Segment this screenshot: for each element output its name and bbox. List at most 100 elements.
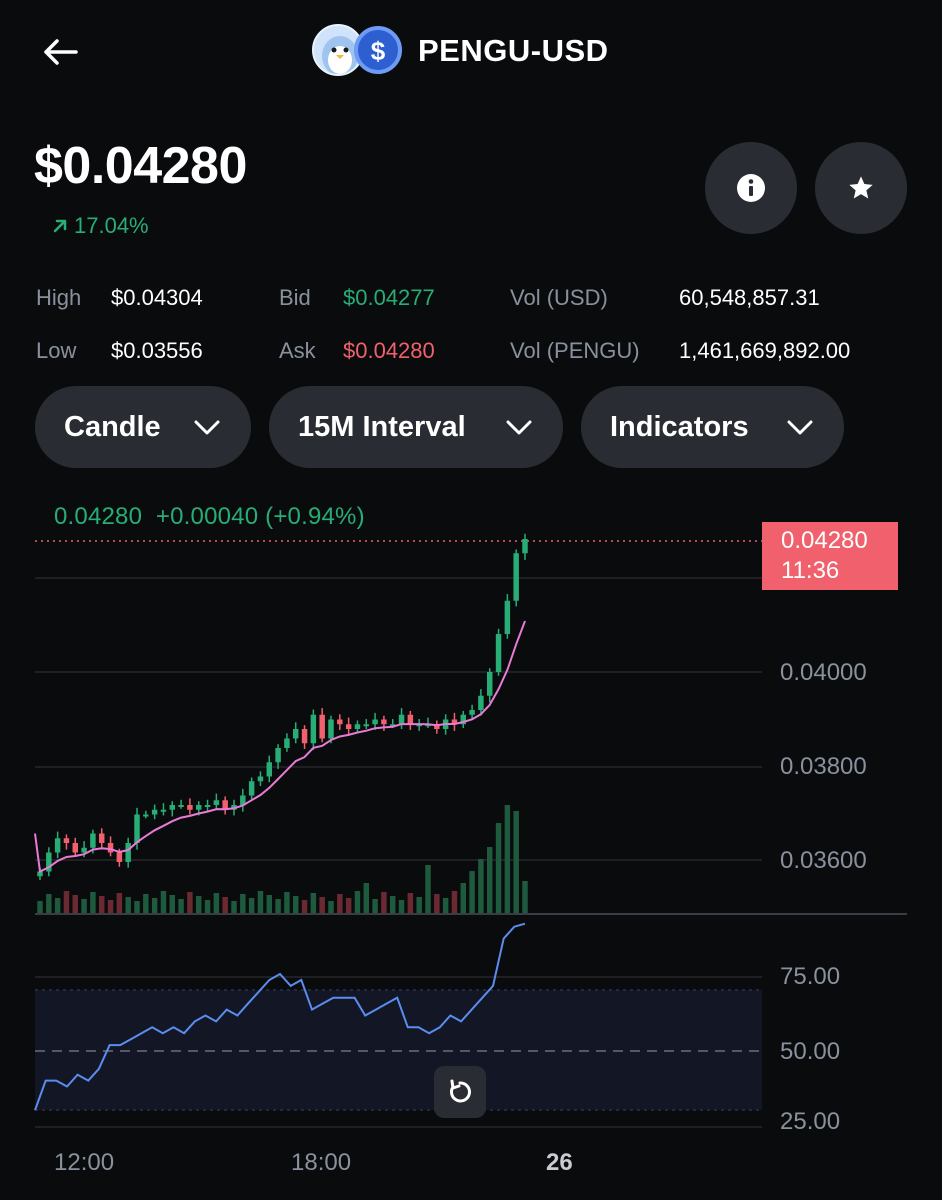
refresh-icon [450, 1079, 471, 1103]
volume-bar [460, 883, 467, 913]
candle-body [416, 724, 422, 727]
candle-body [425, 724, 431, 727]
indicators-label: Indicators [610, 410, 749, 443]
candle-body [98, 833, 105, 843]
candle-body [151, 809, 158, 815]
reset-chart-button[interactable] [434, 1066, 486, 1118]
volume-bar [284, 892, 290, 913]
volume-bar [389, 896, 396, 913]
candle-body [134, 814, 140, 843]
volume-bar [495, 823, 502, 913]
volume-bar [310, 893, 317, 913]
volume-bar [178, 899, 184, 913]
volume-bar [37, 901, 43, 913]
current-price: $0.04280 [34, 137, 247, 195]
price-tick: 0.03600 [780, 847, 867, 874]
candle-body [407, 714, 414, 725]
volume-bar [143, 894, 149, 913]
usd-logo-icon: $ [354, 26, 402, 74]
volume-bar [363, 883, 370, 913]
candle-body [469, 710, 475, 715]
low-value: $0.03556 [111, 338, 203, 363]
volume-bar [107, 900, 114, 913]
candle-body [143, 814, 149, 817]
last-price-tag: 0.04280 11:36 [762, 522, 898, 590]
candle-body [248, 781, 255, 796]
candle-body [81, 847, 87, 853]
candle-countdown: 11:36 [781, 557, 840, 584]
price-tick: 0.03800 [780, 753, 867, 780]
candle-body [90, 833, 96, 848]
volume-bar [46, 894, 52, 913]
back-button[interactable] [36, 30, 84, 74]
volume-bar [231, 901, 237, 913]
volume-bars [37, 805, 528, 913]
info-icon [737, 174, 765, 202]
time-tick: 18:00 [291, 1149, 352, 1176]
watchlist-star-button[interactable] [815, 142, 907, 234]
volume-bar [257, 891, 264, 913]
candle-body [372, 719, 378, 725]
candle-body [522, 539, 528, 554]
volume-bar [301, 900, 308, 913]
price-change: 17.04% [52, 213, 149, 239]
info-button[interactable] [705, 142, 797, 234]
candlesticks [37, 533, 528, 881]
volume-bar [160, 891, 167, 913]
volume-bar [372, 899, 378, 913]
volume-bar [345, 898, 352, 913]
volume-bar [328, 901, 334, 913]
chevron-down-icon [194, 420, 220, 435]
volume-bar [407, 893, 414, 913]
price-change-percent: 17.04% [74, 213, 149, 238]
volume-bar [125, 897, 131, 913]
chart-type-selector[interactable]: Candle [35, 386, 251, 468]
star-icon [849, 176, 873, 199]
last-price-value: 0.04280 [781, 527, 868, 554]
candle-body [266, 762, 273, 777]
candle-body [125, 843, 131, 862]
ask-label: Ask [279, 338, 316, 363]
volume-bar [469, 871, 475, 913]
price-chart[interactable] [0, 480, 942, 1140]
volume-bar [425, 865, 431, 913]
candle-body [478, 695, 484, 710]
rsi-tick: 75.00 [780, 963, 841, 990]
rsi-tick: 25.00 [780, 1108, 841, 1130]
candle-body [310, 714, 317, 744]
candle-body [451, 719, 458, 725]
interval-selector[interactable]: 15M Interval [269, 386, 563, 468]
candle-body [398, 714, 405, 725]
vol-usd-value: 60,548,857.31 [679, 285, 820, 310]
indicators-selector[interactable]: Indicators [581, 386, 844, 468]
candle-body [169, 805, 176, 810]
interval-label: 15M Interval [298, 410, 466, 443]
pair-logos: $ [312, 22, 404, 80]
volume-bar [337, 894, 343, 913]
volume-bar [275, 899, 281, 913]
volume-bar [90, 892, 96, 913]
candle-body [54, 838, 61, 853]
candle-body [46, 852, 52, 872]
vol-pengu-value: 1,461,669,892.00 [679, 338, 851, 363]
candle-body [434, 724, 440, 729]
ask-value: $0.04280 [343, 338, 435, 363]
candle-body [337, 719, 343, 725]
volume-bar [486, 847, 493, 913]
candle-body [363, 724, 370, 727]
candle-body [328, 719, 334, 739]
ohlc-header: 0.04280 +0.00040 (+0.94%) [54, 503, 365, 530]
candle-body [204, 805, 211, 807]
candle-body [389, 724, 396, 727]
candle-body [213, 800, 220, 805]
candle-body [160, 809, 167, 812]
volume-bar [266, 895, 273, 913]
volume-bar [195, 896, 202, 913]
candle-body [222, 800, 228, 810]
candle-body [240, 795, 246, 805]
candle-body [495, 634, 502, 672]
candle-body [292, 729, 299, 739]
chevron-down-icon [787, 420, 813, 435]
volume-bar [222, 897, 228, 913]
volume-bar [240, 894, 246, 913]
